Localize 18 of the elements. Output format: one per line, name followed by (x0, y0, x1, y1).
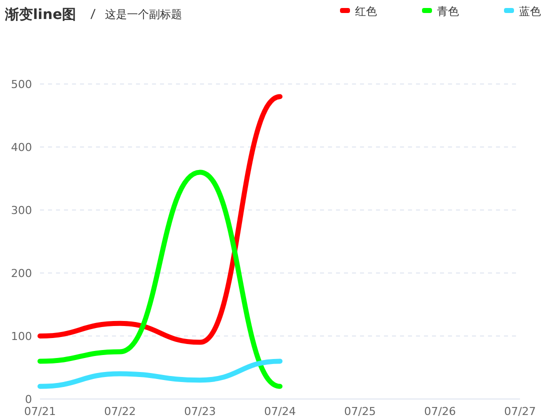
y-tick-label: 200 (11, 267, 32, 280)
x-tick-label: 07/23 (184, 405, 216, 418)
legend-label: 红色 (355, 5, 377, 18)
y-tick-label: 500 (11, 78, 32, 91)
x-tick-label: 07/27 (504, 405, 536, 418)
y-tick-label: 100 (11, 330, 32, 343)
legend-label: 青色 (437, 5, 459, 18)
legend-label: 蓝色 (519, 5, 541, 18)
x-tick-label: 07/24 (264, 405, 296, 418)
x-tick-label: 07/21 (24, 405, 56, 418)
chart-subtitle: 这是一个副标题 (105, 8, 182, 21)
x-tick-label: 07/26 (424, 405, 456, 418)
y-tick-label: 400 (11, 141, 32, 154)
y-tick-label: 0 (25, 393, 32, 406)
y-tick-label: 300 (11, 204, 32, 217)
chart-title: 渐变line图 (4, 6, 76, 23)
x-tick-label: 07/22 (104, 405, 136, 418)
x-tick-label: 07/25 (344, 405, 376, 418)
